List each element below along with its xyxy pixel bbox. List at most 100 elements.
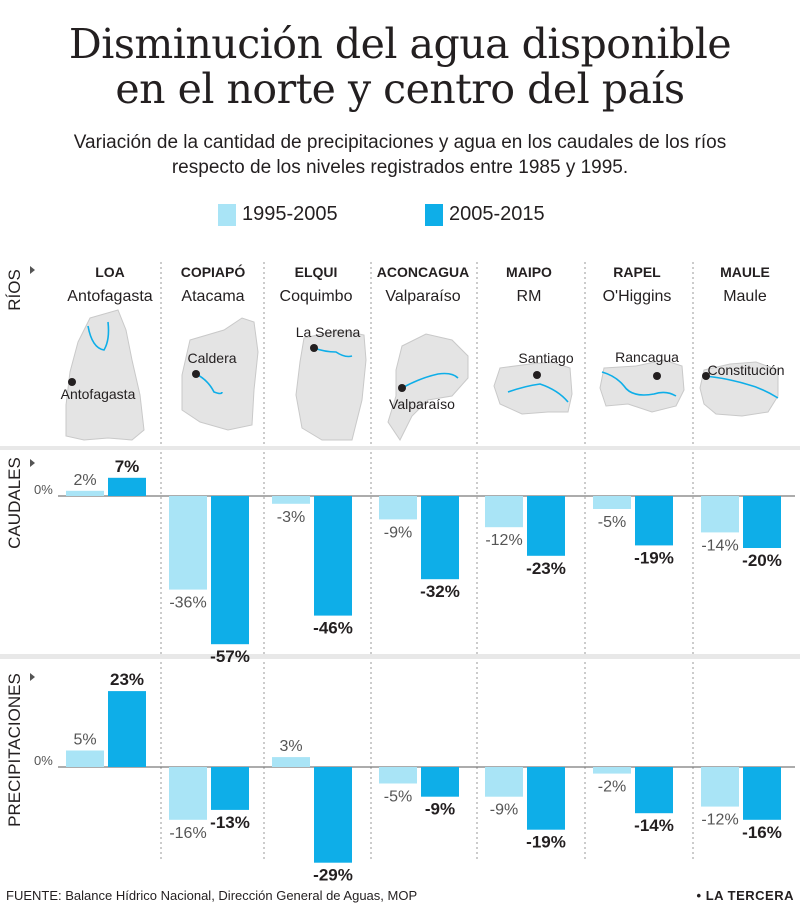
legend-item-2005-2015: 2005-2015	[425, 203, 545, 226]
region-name: Coquimbo	[280, 288, 353, 305]
section-arrow-icon	[30, 459, 35, 467]
river-line	[313, 347, 353, 358]
data-label: -5%	[384, 789, 412, 806]
section-label-rios: RÍOS	[5, 269, 24, 311]
city-dot-icon	[398, 384, 406, 392]
region-name: RM	[517, 288, 542, 305]
bar-1995-2005	[379, 496, 417, 520]
bar-1995-2005	[169, 496, 207, 590]
data-label: -9%	[425, 800, 455, 819]
subtitle-line-2: respecto de los niveles registrados entr…	[171, 157, 629, 178]
river-line	[401, 372, 459, 389]
data-label: -14%	[634, 816, 674, 835]
bar-2005-2015	[211, 767, 249, 810]
data-label: -5%	[598, 514, 626, 531]
zero-label: 0%	[34, 753, 53, 768]
data-label: -16%	[742, 823, 782, 842]
section-divider	[0, 446, 800, 450]
city-label: La Serena	[296, 324, 361, 340]
river-line	[703, 375, 779, 399]
data-label: -12%	[485, 532, 522, 549]
river-line	[87, 321, 110, 351]
bar-2005-2015	[635, 496, 673, 546]
bar-1995-2005	[379, 767, 417, 784]
data-label: -32%	[420, 582, 460, 601]
data-label: -36%	[169, 595, 206, 612]
bar-2005-2015	[527, 496, 565, 556]
bar-1995-2005	[593, 767, 631, 774]
data-label: -19%	[634, 548, 674, 567]
data-label: 3%	[279, 738, 302, 755]
subtitle-line-1: Variación de la cantidad de precipitacio…	[73, 132, 727, 153]
river-name: MAULE	[720, 264, 770, 280]
river-name: RAPEL	[613, 264, 661, 280]
title-line-1: Disminución del agua disponible	[68, 20, 732, 68]
city-dot-icon	[533, 371, 541, 379]
zero-label: 0%	[34, 482, 53, 497]
region-map-aconcagua	[387, 333, 469, 441]
city-dot-icon	[310, 344, 318, 352]
data-label: -9%	[384, 524, 412, 541]
city-label: Antofagasta	[61, 386, 136, 402]
city-dot-icon	[653, 372, 661, 380]
bar-2005-2015	[743, 496, 781, 548]
river-name: MAIPO	[506, 264, 552, 280]
section-label-precipitaciones: PRECIPITACIONES	[5, 673, 24, 827]
bar-2005-2015	[743, 767, 781, 820]
bar-1995-2005	[593, 496, 631, 509]
brand-logo: • LA TERCERA	[696, 888, 794, 903]
region-name: Antofagasta	[67, 288, 153, 305]
region-map-maule	[699, 361, 779, 417]
legend-item-1995-2005: 1995-2005	[218, 203, 338, 226]
data-label: 23%	[110, 670, 144, 689]
region-map-loa	[65, 309, 145, 441]
river-line	[601, 371, 677, 397]
bar-2005-2015	[108, 691, 146, 767]
city-dot-icon	[192, 370, 200, 378]
chart-subtitle: Variación de la cantidad de precipitacio…	[20, 130, 780, 180]
river-name: ACONCAGUA	[377, 264, 470, 280]
region-name: Valparaíso	[385, 288, 460, 305]
section-arrow-icon	[30, 266, 35, 274]
data-label: -57%	[210, 647, 250, 666]
city-label: Valparaíso	[389, 396, 455, 412]
river-name: LOA	[95, 264, 125, 280]
bar-2005-2015	[421, 767, 459, 797]
region-name: Maule	[723, 288, 767, 305]
legend-label: 1995-2005	[242, 203, 338, 225]
data-label: 7%	[115, 457, 140, 476]
river-name: COPIAPÓ	[181, 263, 246, 280]
bar-2005-2015	[421, 496, 459, 580]
data-label: 2%	[73, 472, 96, 489]
data-label: -20%	[742, 551, 782, 570]
region-map-maipo	[493, 361, 573, 415]
data-label: -14%	[701, 537, 738, 554]
section-arrow-icon	[30, 673, 35, 681]
bar-1995-2005	[169, 767, 207, 820]
river-line	[195, 373, 223, 395]
bar-1995-2005	[66, 750, 104, 767]
bar-1995-2005	[701, 496, 739, 533]
legend-swatch-dark	[425, 203, 443, 226]
bar-2005-2015	[314, 767, 352, 863]
data-label: -29%	[313, 866, 353, 885]
data-label: 5%	[73, 732, 96, 749]
source-note: FUENTE: Balance Hídrico Nacional, Direcc…	[6, 888, 418, 903]
city-dot-icon	[702, 372, 710, 380]
data-label: -9%	[490, 802, 518, 819]
bar-2005-2015	[108, 477, 146, 496]
data-label: -12%	[701, 812, 738, 829]
region-map-copiapó	[181, 317, 259, 431]
bar-1995-2005	[66, 490, 104, 496]
city-label: Caldera	[187, 350, 236, 366]
city-dot-icon	[68, 378, 76, 386]
data-label: -23%	[526, 559, 566, 578]
footer: FUENTE: Balance Hídrico Nacional, Direcc…	[0, 888, 800, 908]
city-label: Rancagua	[615, 349, 679, 365]
region-map-rapel	[599, 359, 685, 413]
city-label: Santiago	[518, 350, 573, 366]
section-divider	[0, 654, 800, 659]
section-label-caudales: CAUDALES	[5, 457, 24, 549]
region-map-elqui	[295, 329, 367, 441]
